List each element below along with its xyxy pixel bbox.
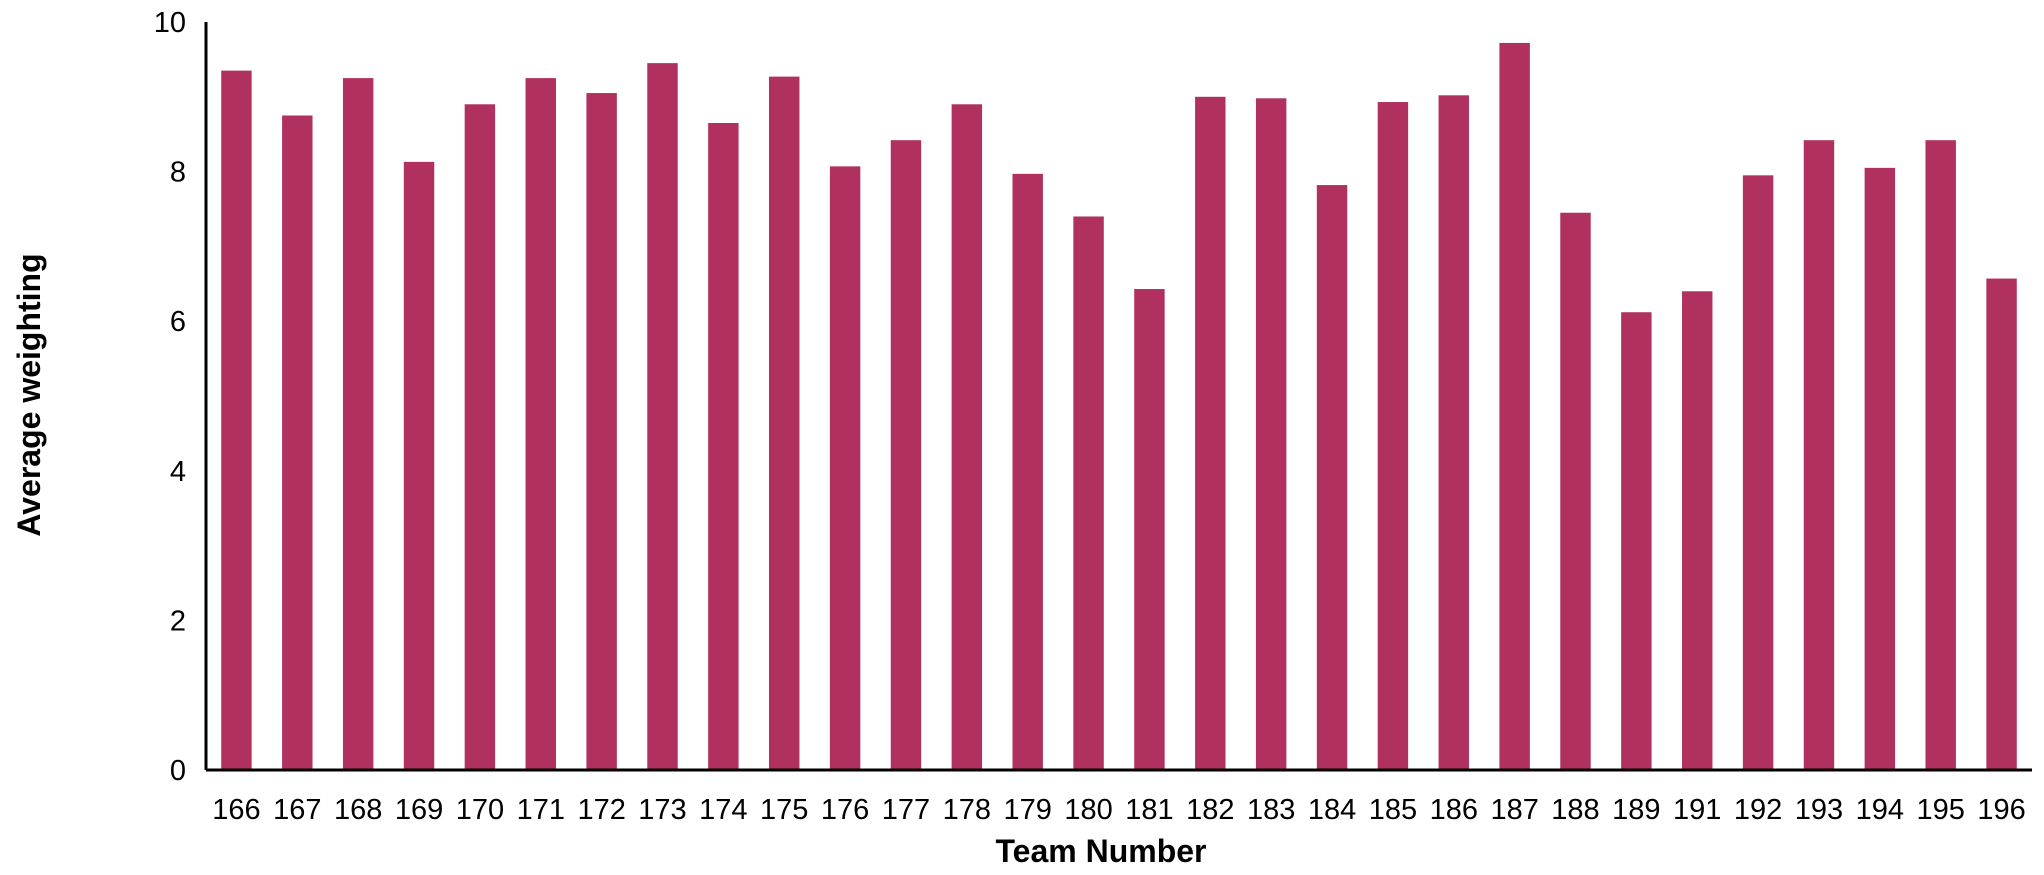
x-tick-label-180: 180: [1064, 794, 1112, 826]
x-tick-label-192: 192: [1734, 794, 1782, 826]
bar-170: [464, 104, 496, 770]
bar-191: [1682, 291, 1713, 770]
x-tick-label-178: 178: [943, 794, 991, 826]
bar-196: [1986, 278, 2017, 770]
bar-184: [1316, 185, 1348, 771]
x-tick-labels: 166 167 168 169 170 171 172 173 174 175 176 177 178 1…: [212, 794, 2026, 826]
bar-182: [1195, 96, 1226, 771]
bar-171: [525, 78, 556, 771]
y-tick-label-6: 6: [170, 306, 186, 338]
x-tick-label-186: 186: [1430, 794, 1478, 826]
x-axis-title: Team Number: [995, 833, 1206, 869]
x-tick-label-175: 175: [760, 794, 808, 826]
x-tick-label-185: 185: [1369, 794, 1417, 826]
bar-193: [1803, 140, 1835, 770]
bar-175: [769, 76, 800, 770]
y-tick-label-4: 4: [170, 456, 186, 488]
x-tick-label-188: 188: [1551, 794, 1599, 826]
bar-178: [951, 104, 983, 770]
x-tick-label-176: 176: [821, 794, 869, 826]
x-tick-label-187: 187: [1490, 794, 1538, 826]
x-tick-label-167: 167: [273, 794, 321, 826]
bars-group: [221, 42, 2017, 771]
x-tick-label-191: 191: [1673, 794, 1721, 826]
x-tick-label-182: 182: [1186, 794, 1234, 826]
bar-188: [1560, 212, 1591, 771]
x-tick-label-183: 183: [1247, 794, 1295, 826]
bar-185: [1377, 102, 1409, 770]
y-tick-label-0: 0: [170, 755, 186, 787]
bar-183: [1255, 98, 1287, 770]
x-tick-label-181: 181: [1125, 794, 1173, 826]
y-tick-label-10: 10: [154, 7, 186, 39]
y-axis-title: Average weighting: [11, 253, 47, 536]
x-tick-label-171: 171: [517, 794, 565, 826]
x-tick-label-166: 166: [212, 794, 260, 826]
bar-174: [708, 122, 739, 771]
x-tick-label-179: 179: [1004, 794, 1052, 826]
bar-169: [403, 161, 435, 771]
x-tick-label-196: 196: [1977, 794, 2025, 826]
x-tick-label-193: 193: [1795, 794, 1843, 826]
bar-176: [829, 166, 861, 770]
y-tick-label-8: 8: [170, 157, 186, 189]
x-tick-label-170: 170: [456, 794, 504, 826]
bar-166: [221, 70, 252, 771]
x-tick-label-184: 184: [1308, 794, 1356, 826]
bar-172: [586, 93, 617, 770]
x-tick-label-189: 189: [1612, 794, 1660, 826]
x-tick-label-194: 194: [1856, 794, 1904, 826]
bar-173: [647, 63, 678, 770]
bar-168: [342, 78, 374, 771]
y-tick-label-2: 2: [170, 605, 186, 637]
x-tick-label-174: 174: [699, 794, 747, 826]
x-tick-label-172: 172: [577, 794, 625, 826]
x-tick-label-177: 177: [882, 794, 930, 826]
x-tick-label-173: 173: [638, 794, 686, 826]
bar-186: [1438, 95, 1469, 770]
x-tick-label-195: 195: [1917, 794, 1965, 826]
bar-187: [1499, 42, 1530, 771]
bar-181: [1134, 289, 1165, 770]
bar-195: [1925, 140, 1956, 770]
bar-189: [1621, 312, 1652, 770]
x-tick-label-169: 169: [395, 794, 443, 826]
bar-194: [1864, 167, 1896, 771]
x-tick-label-168: 168: [334, 794, 382, 826]
bar-180: [1073, 216, 1104, 771]
y-tick-labels: 0 2 4 6 8 10: [154, 7, 186, 787]
bar-177: [890, 140, 922, 770]
bar-167: [282, 115, 313, 770]
bar-192: [1742, 175, 1774, 771]
bar-179: [1012, 173, 1043, 770]
